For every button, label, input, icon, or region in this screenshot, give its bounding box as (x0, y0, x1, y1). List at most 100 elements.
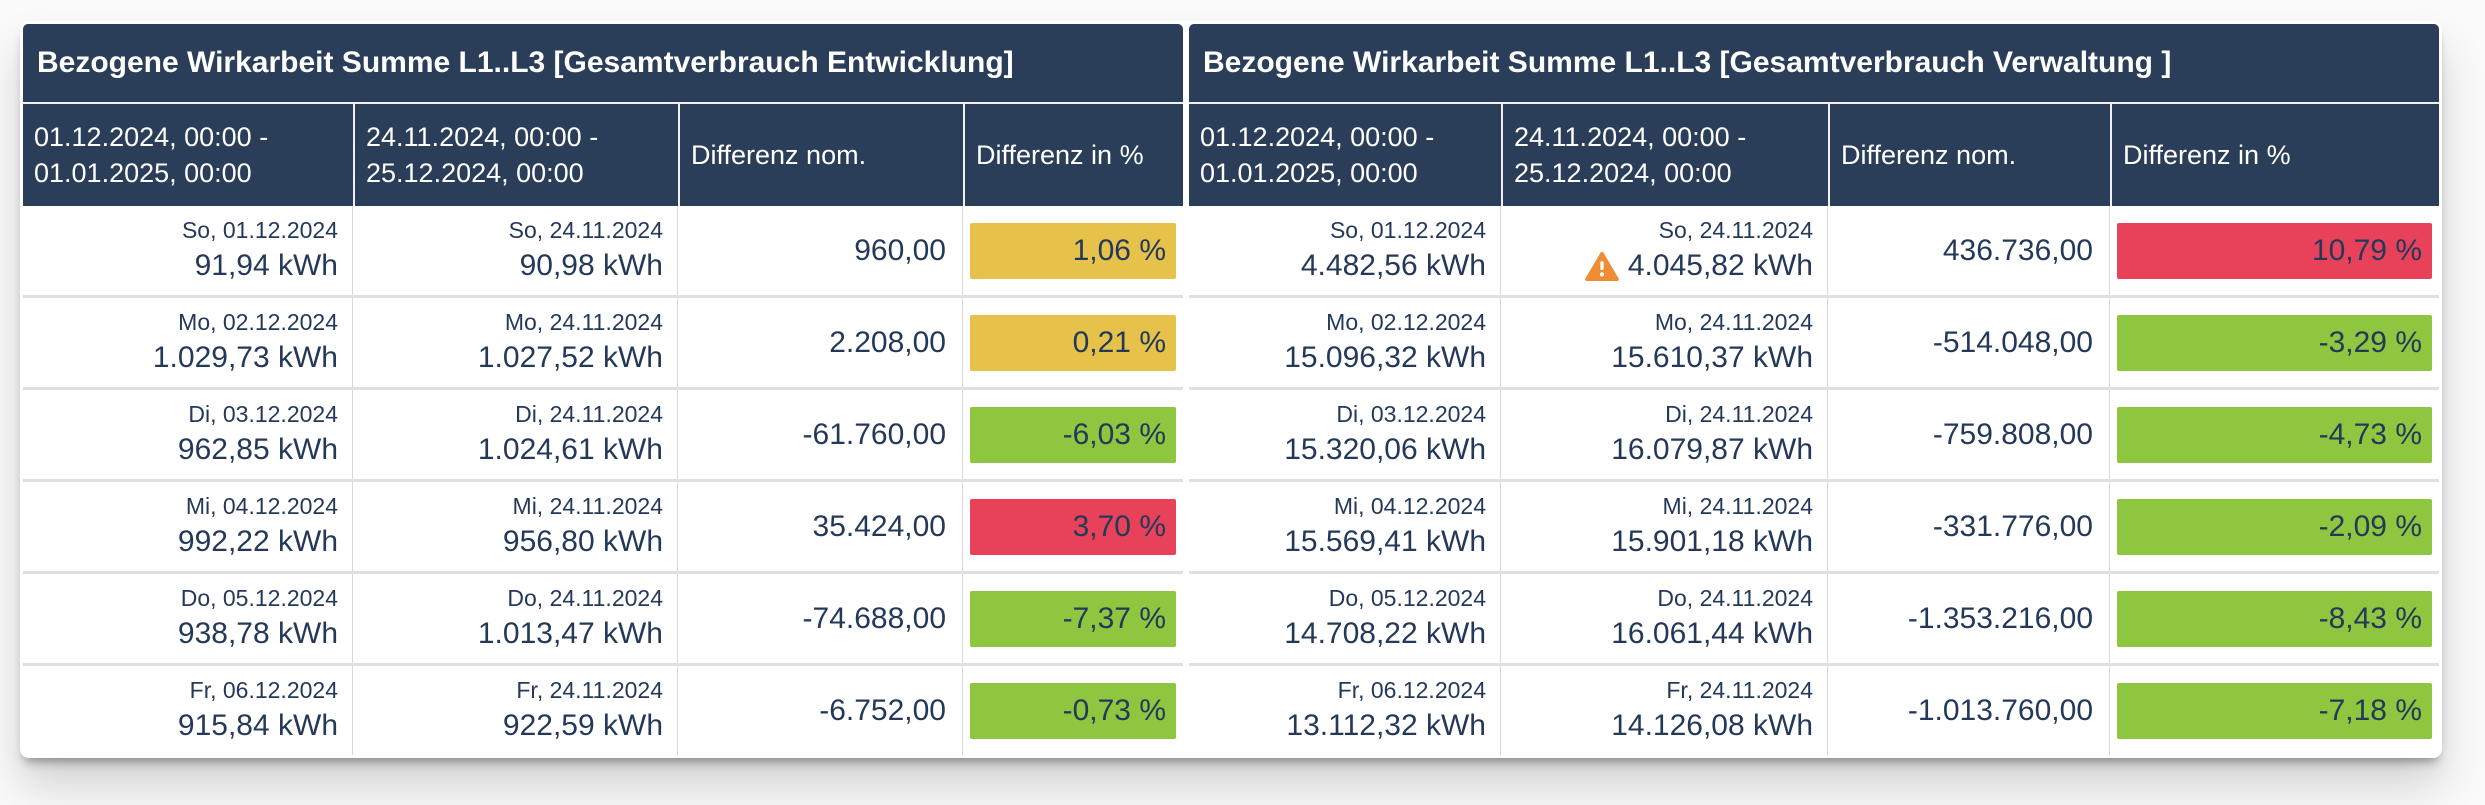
period-a-value: 15.320,06 kWh (1284, 433, 1486, 466)
diff-pct-badge: -0,73 % (970, 682, 1176, 739)
period-b-date: So, 24.11.2024 (1658, 217, 1813, 243)
diff-nom-value: 436.736,00 (1942, 233, 2093, 267)
period-a-value: 91,94 kWh (194, 249, 338, 282)
table-row: Mi, 04.12.2024 15.569,41 kWh Mi, 24.11.2… (1189, 482, 2439, 571)
period-a-value: 915,84 kWh (177, 709, 338, 742)
consumption-comparison-card: Bezogene Wirkarbeit Summe L1..L3 [Gesamt… (20, 21, 2442, 758)
table-row: Fr, 06.12.2024 915,84 kWh Fr, 24.11.2024… (23, 666, 1183, 755)
diff-pct-badge: -2,09 % (2117, 498, 2432, 555)
period-a-value: 962,85 kWh (177, 433, 338, 466)
period-b-cell: Di, 24.11.2024 1.024,61 kWh (353, 390, 678, 479)
table-row: Mo, 02.12.2024 1.029,73 kWh Mo, 24.11.20… (23, 298, 1183, 387)
diff-pct-badge: -7,37 % (970, 590, 1176, 647)
diff-nom-value: -1.013.760,00 (1907, 693, 2093, 727)
period-b-cell: Do, 24.11.2024 1.013,47 kWh (353, 574, 678, 663)
diff-nom-value: -514.048,00 (1932, 325, 2093, 359)
table-row: Di, 03.12.2024 15.320,06 kWh Di, 24.11.2… (1189, 390, 2439, 479)
diff-nom-cell: 35.424,00 (678, 482, 963, 571)
period-a-date: Di, 03.12.2024 (188, 401, 338, 427)
diff-pct-badge: -3,29 % (2117, 314, 2432, 371)
diff-pct-cell: -0,73 % (963, 666, 1183, 755)
period-a-value: 938,78 kWh (177, 617, 338, 650)
period-a-cell: So, 01.12.2024 91,94 kWh (23, 206, 353, 295)
period-b-cell: Di, 24.11.2024 16.079,87 kWh (1501, 390, 1828, 479)
period-a-cell: Di, 03.12.2024 962,85 kWh (23, 390, 353, 479)
table-header-row: 01.12.2024, 00:00 - 01.01.2025, 00:00 24… (1189, 102, 2439, 206)
period-a-cell: Mi, 04.12.2024 992,22 kWh (23, 482, 353, 571)
period-b-date: Fr, 24.11.2024 (1666, 677, 1813, 703)
period-a-value: 4.482,56 kWh (1300, 249, 1486, 282)
period-b-value: 1.013,47 kWh (477, 617, 663, 650)
period-a-date: Mo, 02.12.2024 (178, 309, 338, 335)
diff-nom-value: 960,00 (854, 233, 946, 267)
diff-pct-badge: 0,21 % (970, 314, 1176, 371)
period-a-date: Mi, 04.12.2024 (185, 493, 338, 519)
diff-pct-cell: 10,79 % (2110, 206, 2439, 295)
period-a-date: Mi, 04.12.2024 (1333, 493, 1486, 519)
period-b-date: Mo, 24.11.2024 (504, 309, 663, 335)
col-header-diff-pct: Differenz in % (963, 104, 1183, 206)
diff-nom-cell: 436.736,00 (1828, 206, 2110, 295)
diff-nom-value: -74.688,00 (802, 601, 946, 635)
table-row: Do, 05.12.2024 14.708,22 kWh Do, 24.11.2… (1189, 574, 2439, 663)
period-a-date: Do, 05.12.2024 (1328, 585, 1486, 611)
period-b-value: 956,80 kWh (502, 525, 663, 558)
diff-pct-badge: -6,03 % (970, 406, 1176, 463)
period-a-value: 1.029,73 kWh (152, 341, 338, 374)
period-a-date: Fr, 06.12.2024 (1337, 677, 1486, 703)
diff-nom-cell: -514.048,00 (1828, 298, 2110, 387)
diff-nom-cell: -1.353.216,00 (1828, 574, 2110, 663)
period-b-value: 1.024,61 kWh (477, 433, 663, 466)
period-b-cell: Fr, 24.11.2024 922,59 kWh (353, 666, 678, 755)
period-b-cell: Mo, 24.11.2024 1.027,52 kWh (353, 298, 678, 387)
diff-pct-cell: 3,70 % (963, 482, 1183, 571)
diff-nom-cell: -74.688,00 (678, 574, 963, 663)
diff-nom-cell: -331.776,00 (1828, 482, 2110, 571)
table-header-row: 01.12.2024, 00:00 - 01.01.2025, 00:00 24… (23, 102, 1183, 206)
table-gesamtverbrauch-entwicklung: Bezogene Wirkarbeit Summe L1..L3 [Gesamt… (23, 24, 1183, 755)
diff-pct-cell: -4,73 % (2110, 390, 2439, 479)
table-row: So, 01.12.2024 91,94 kWh So, 24.11.2024 … (23, 206, 1183, 295)
period-a-cell: Fr, 06.12.2024 13.112,32 kWh (1189, 666, 1501, 755)
period-a-value: 14.708,22 kWh (1284, 617, 1486, 650)
period-b-value: 922,59 kWh (502, 709, 663, 742)
period-a-value: 15.096,32 kWh (1284, 341, 1486, 374)
period-b-date: Fr, 24.11.2024 (516, 677, 663, 703)
period-b-date: Mi, 24.11.2024 (512, 493, 663, 519)
table-row: Mo, 02.12.2024 15.096,32 kWh Mo, 24.11.2… (1189, 298, 2439, 387)
period-b-cell: So, 24.11.2024 90,98 kWh (353, 206, 678, 295)
period-b-date: Do, 24.11.2024 (1657, 585, 1813, 611)
period-a-cell: Mo, 02.12.2024 15.096,32 kWh (1189, 298, 1501, 387)
diff-pct-cell: -7,37 % (963, 574, 1183, 663)
col-header-period-a: 01.12.2024, 00:00 - 01.01.2025, 00:00 (1200, 121, 1435, 188)
diff-nom-value: -1.353.216,00 (1907, 601, 2093, 635)
period-b-date: Mo, 24.11.2024 (1654, 309, 1813, 335)
period-b-date: Mi, 24.11.2024 (1662, 493, 1813, 519)
diff-nom-value: 35.424,00 (812, 509, 946, 543)
diff-nom-cell: -61.760,00 (678, 390, 963, 479)
period-a-date: So, 01.12.2024 (181, 217, 338, 243)
table-row: Mi, 04.12.2024 992,22 kWh Mi, 24.11.2024… (23, 482, 1183, 571)
warning-icon[interactable] (1585, 251, 1619, 282)
period-b-value: 14.126,08 kWh (1611, 709, 1813, 742)
diff-nom-value: -6.752,00 (819, 693, 946, 727)
col-header-diff-nom: Differenz nom. (1828, 104, 2110, 206)
diff-pct-badge: -8,43 % (2117, 590, 2432, 647)
table-row: Do, 05.12.2024 938,78 kWh Do, 24.11.2024… (23, 574, 1183, 663)
period-a-value: 13.112,32 kWh (1286, 709, 1486, 742)
period-b-date: Do, 24.11.2024 (507, 585, 663, 611)
diff-pct-cell: 1,06 % (963, 206, 1183, 295)
diff-pct-badge: 3,70 % (970, 498, 1176, 555)
period-a-cell: Mo, 02.12.2024 1.029,73 kWh (23, 298, 353, 387)
diff-pct-cell: -6,03 % (963, 390, 1183, 479)
period-a-cell: Do, 05.12.2024 14.708,22 kWh (1189, 574, 1501, 663)
period-a-cell: Do, 05.12.2024 938,78 kWh (23, 574, 353, 663)
period-a-cell: Di, 03.12.2024 15.320,06 kWh (1189, 390, 1501, 479)
table-row: Di, 03.12.2024 962,85 kWh Di, 24.11.2024… (23, 390, 1183, 479)
period-a-date: Mo, 02.12.2024 (1326, 309, 1486, 335)
period-a-cell: Mi, 04.12.2024 15.569,41 kWh (1189, 482, 1501, 571)
diff-pct-cell: -8,43 % (2110, 574, 2439, 663)
diff-nom-value: 2.208,00 (829, 325, 946, 359)
diff-nom-cell: 2.208,00 (678, 298, 963, 387)
period-b-cell: So, 24.11.2024 4.045,82 kWh (1501, 206, 1828, 295)
